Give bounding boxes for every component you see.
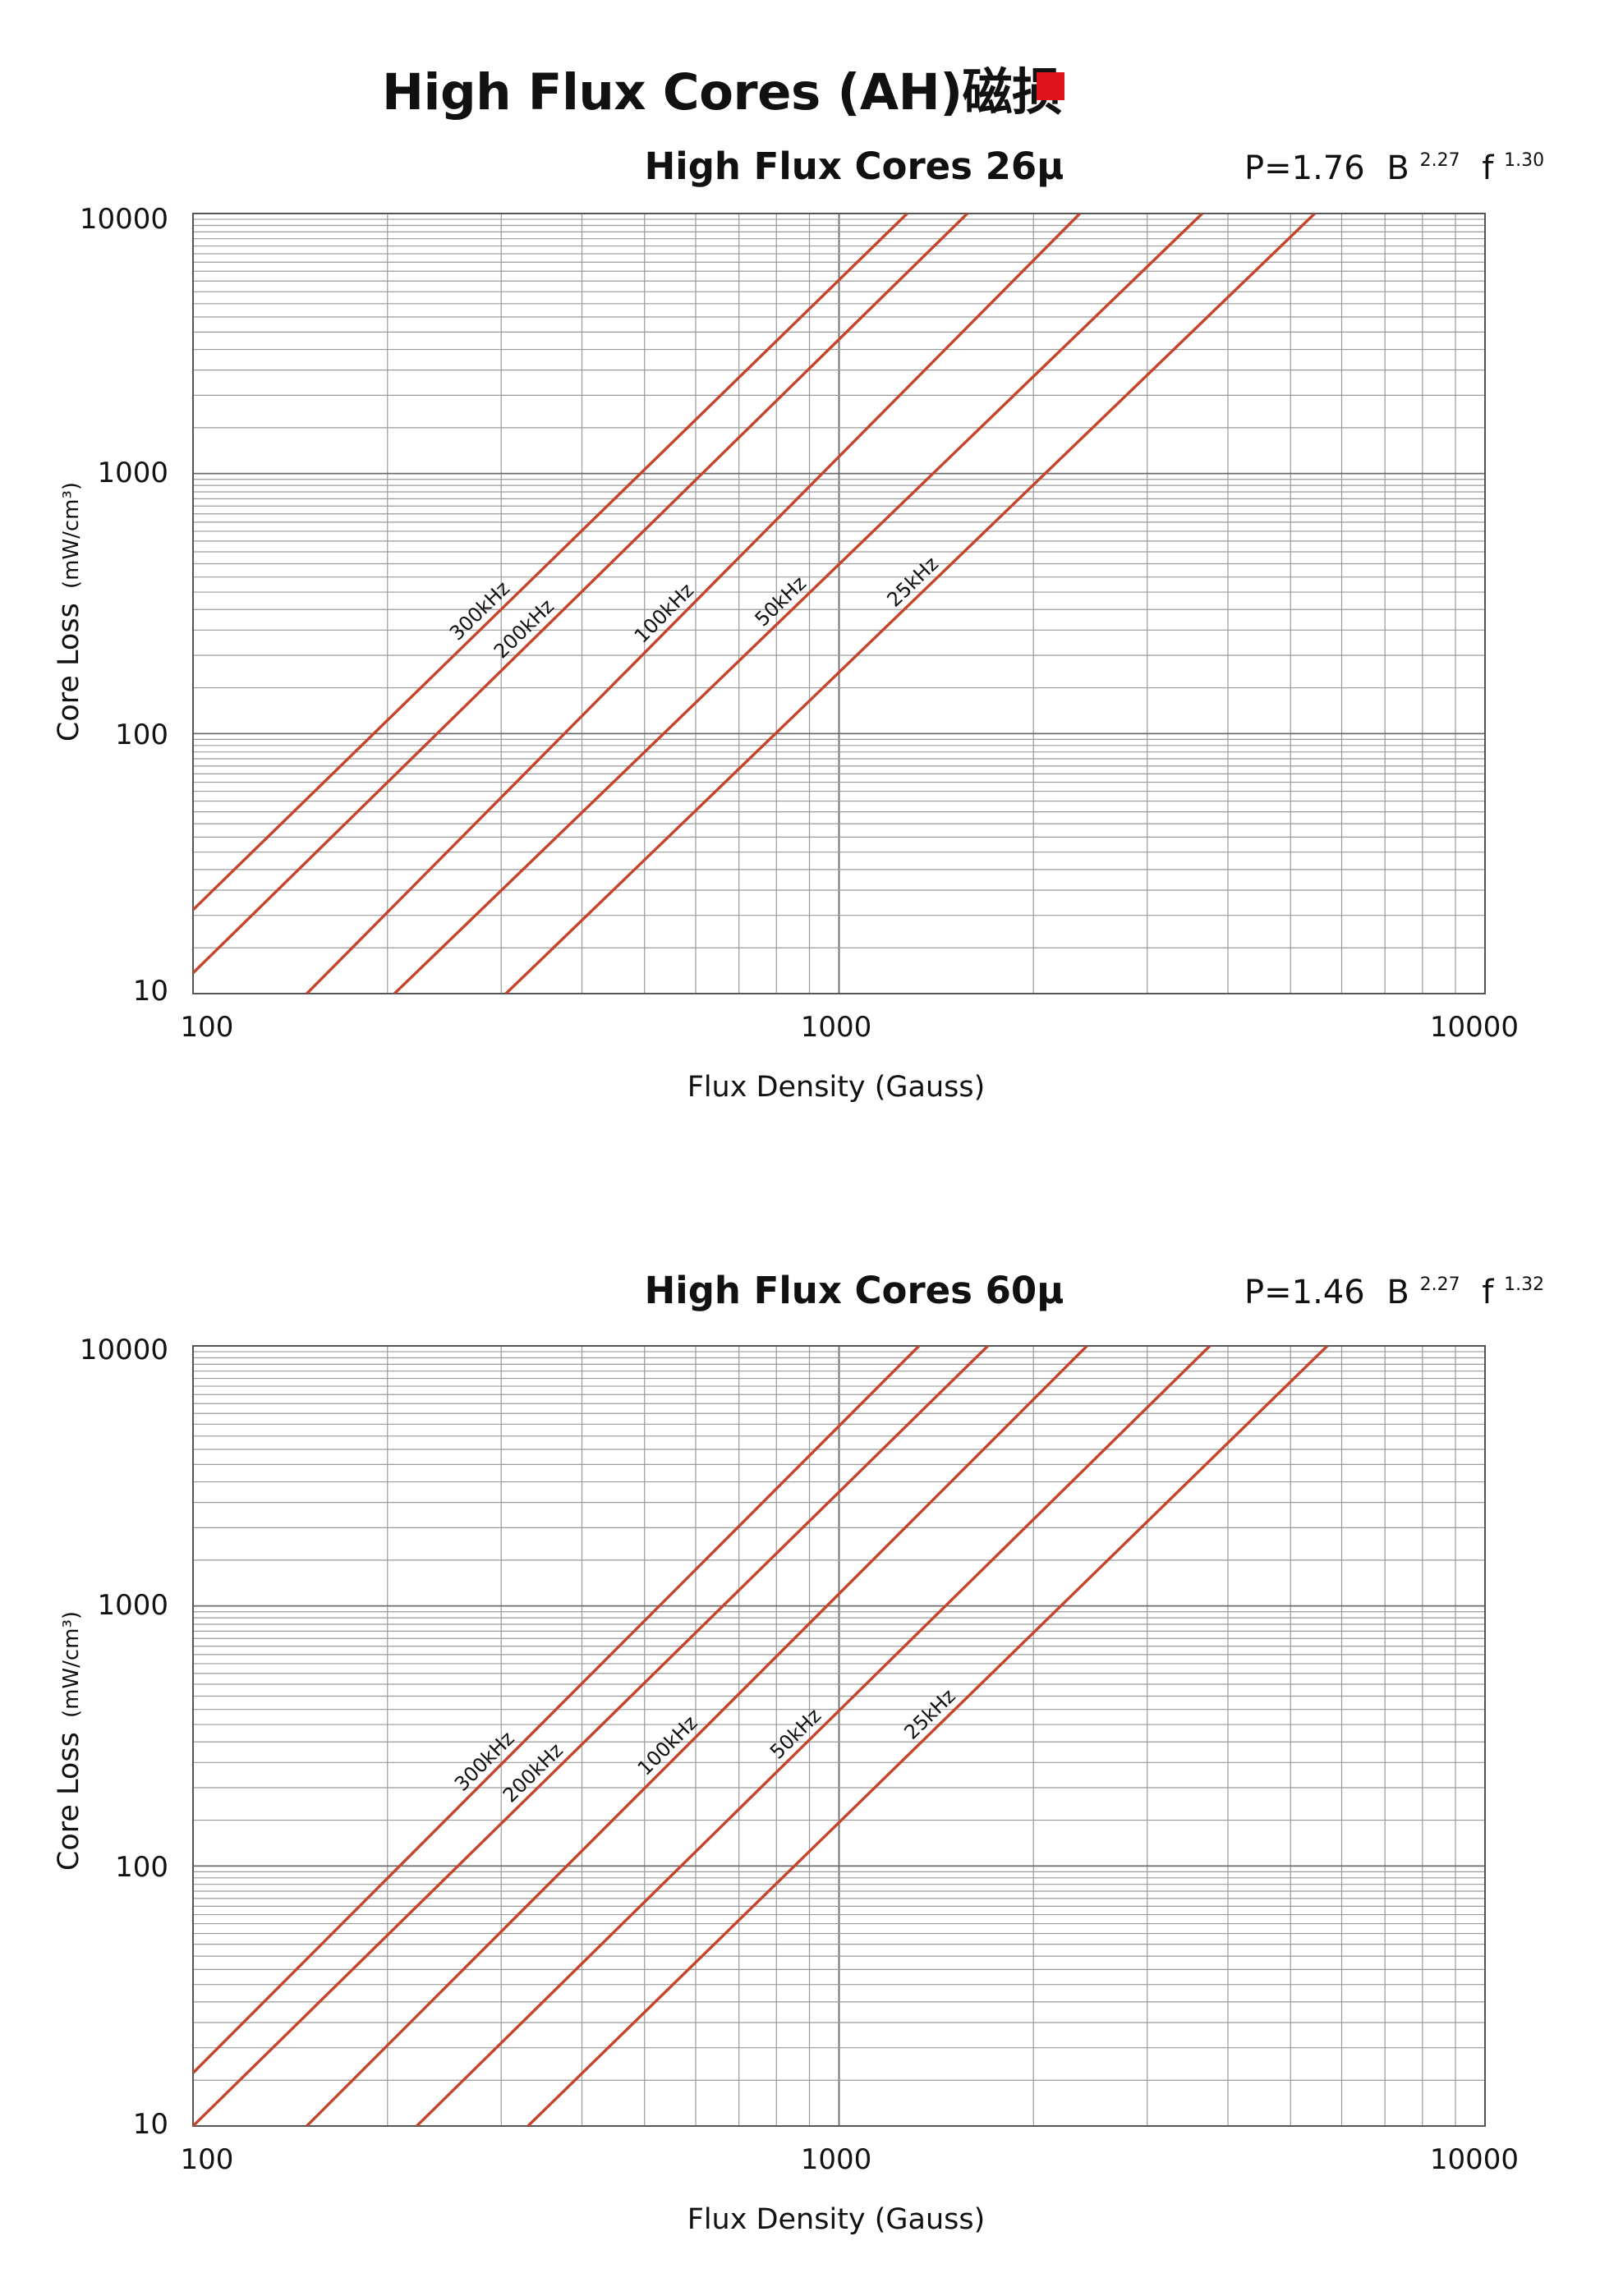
y-axis-label-text: Core Loss [53,603,85,742]
y-tick-label: 1000 [97,457,168,489]
series-label-100kHz: 100kHz [633,1711,702,1780]
series-line-25kHz [526,1346,1329,2126]
y-axis-label: Core Loss (mW/cm³) [53,1611,85,1871]
formula-b-symbol: B [1386,149,1409,187]
y-tick-label: 10000 [80,203,168,236]
series-line-200kHz [193,1346,989,2126]
series-line-300kHz [193,214,908,912]
formula-b-exponent: 2.27 [1420,1274,1460,1295]
formula-f-exponent: 1.32 [1504,1274,1544,1295]
y-tick-label: 10 [133,975,168,1008]
series-label-100kHz: 100kHz [630,579,698,648]
y-axis-label: Core Loss (mW/cm³) [53,482,85,742]
y-axis-label-text: Core Loss [53,1732,85,1871]
core-loss-chart-60u: High Flux Cores 60μ P=1.46 B 2.27 f 1.32… [53,1265,1544,2236]
y-tick-label: 100 [115,1851,168,1884]
x-axis-label: Flux Density (Gauss) [687,1071,986,1104]
formula: P=1.76 B 2.27 f 1.30 [1244,136,1544,187]
y-tick-label: 100 [115,719,168,751]
series-line-25kHz [504,214,1316,994]
x-axis-label: Flux Density (Gauss) [687,2203,986,2236]
formula-b-exponent: 2.27 [1420,150,1460,171]
x-tick-label: 100 [181,1011,234,1044]
series-line-100kHz [306,1346,1088,2126]
formula-f-symbol: f [1482,149,1494,187]
x-tick-label: 100 [181,2143,234,2176]
x-tick-label: 10000 [1430,2143,1519,2176]
plot-frame [192,213,1486,994]
series-line-200kHz [193,214,968,975]
y-axis-unit: (mW/cm³) [59,1611,84,1718]
y-tick-label: 10 [133,2108,168,2141]
chart-title: High Flux Cores 26μ [645,145,1064,188]
formula: P=1.46 B 2.27 f 1.32 [1244,1265,1544,1311]
plot-frame [192,1345,1486,2127]
core-loss-chart-26u: High Flux Cores 26μ P=1.76 B 2.27 f 1.30… [53,136,1544,1104]
y-axis-unit: (mW/cm³) [59,482,84,589]
series-line-300kHz [193,1346,921,2074]
formula-prefix: P=1.46 [1244,1274,1365,1311]
x-tick-label: 1000 [801,2143,872,2176]
formula-b-symbol: B [1386,1274,1409,1311]
page-title: High Flux Cores (AH)磁损 [382,63,1062,122]
x-tick-label: 1000 [801,1011,872,1044]
y-tick-label: 1000 [97,1589,168,1622]
chart-title: High Flux Cores 60μ [645,1269,1064,1312]
y-tick-label: 10000 [80,1334,168,1366]
series-line-50kHz [393,214,1203,994]
x-tick-label: 10000 [1430,1011,1519,1044]
series-line-50kHz [416,1346,1211,2126]
series-line-100kHz [306,214,1082,994]
title-marker [1037,72,1064,100]
formula-prefix: P=1.76 [1244,149,1365,187]
formula-f-exponent: 1.30 [1504,150,1544,171]
formula-f-symbol: f [1482,1274,1494,1311]
